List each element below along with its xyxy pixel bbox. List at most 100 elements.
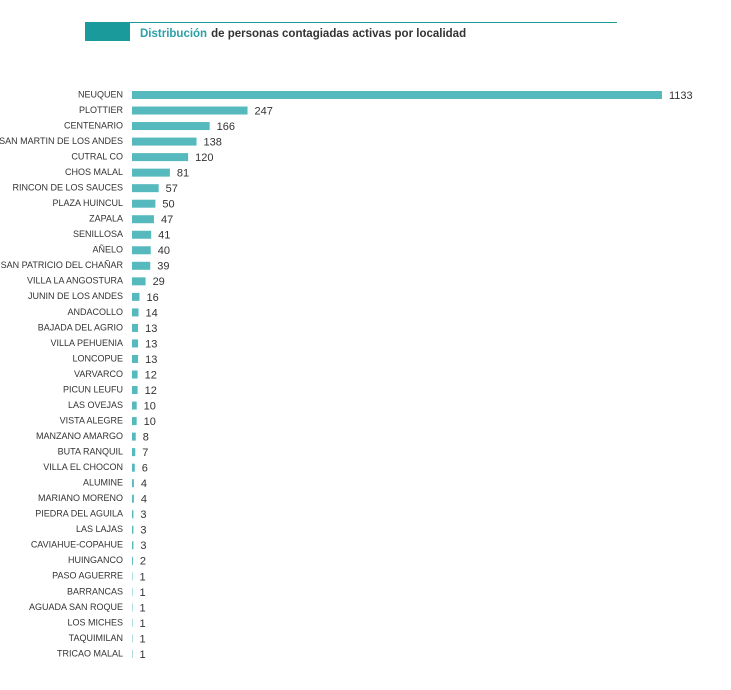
bar	[132, 495, 134, 503]
category-label: LAS LAJAS	[76, 524, 123, 534]
value-label: 16	[146, 292, 158, 304]
value-label: 81	[177, 168, 189, 180]
category-label: CAVIAHUE-COPAHUE	[31, 540, 123, 550]
value-label: 1	[139, 602, 145, 614]
category-label: VILLA PEHUENIA	[50, 338, 123, 348]
bar	[132, 262, 150, 270]
value-label: 39	[157, 261, 169, 273]
value-label: 13	[145, 338, 157, 350]
value-label: 12	[145, 385, 157, 397]
value-label: 13	[145, 323, 157, 335]
value-label: 166	[217, 121, 235, 133]
category-label: LOS MICHES	[67, 617, 123, 627]
bar	[132, 339, 138, 347]
value-label: 3	[140, 540, 146, 552]
value-label: 50	[162, 199, 174, 211]
bar	[132, 215, 154, 223]
category-label: JUNIN DE LOS ANDES	[28, 291, 123, 301]
category-label: MANZANO AMARGO	[36, 431, 123, 441]
bar	[132, 417, 137, 425]
value-label: 29	[153, 276, 165, 288]
value-label: 120	[195, 152, 213, 164]
category-label: TAQUIMILAN	[69, 633, 123, 643]
bar	[132, 433, 136, 441]
category-label: PIEDRA DEL AGUILA	[35, 509, 123, 519]
bar	[132, 510, 133, 518]
value-label: 40	[158, 245, 170, 257]
title-rest: de personas contagiadas activas por loca…	[211, 28, 466, 40]
bar	[132, 526, 133, 534]
category-label: MARIANO MORENO	[38, 493, 123, 503]
category-label: BUTA RANQUIL	[58, 447, 123, 457]
value-label: 14	[146, 307, 158, 319]
bar	[132, 541, 133, 549]
bar	[132, 107, 248, 115]
category-label: VARVARCO	[74, 369, 123, 379]
category-label: VILLA LA ANGOSTURA	[27, 276, 123, 286]
value-label: 10	[144, 400, 156, 412]
value-label: 1	[139, 587, 145, 599]
category-label: SAN MARTIN DE LOS ANDES	[0, 136, 123, 146]
value-label: 1133	[669, 90, 693, 102]
category-label: VISTA ALEGRE	[60, 415, 123, 425]
category-label: PASO AGUERRE	[52, 571, 123, 581]
category-label: AÑELO	[92, 245, 123, 255]
bar	[132, 277, 146, 285]
value-label: 3	[140, 525, 146, 537]
category-label: CHOS MALAL	[65, 167, 123, 177]
category-label: ANDACOLLO	[67, 307, 123, 317]
value-label: 4	[141, 494, 147, 506]
category-label: TRICAO MALAL	[57, 648, 123, 658]
category-label: SENILLOSA	[73, 229, 123, 239]
bar	[132, 200, 155, 208]
bar	[132, 448, 135, 456]
value-label: 138	[204, 136, 222, 148]
value-label: 8	[143, 432, 149, 444]
value-label: 1	[139, 618, 145, 630]
category-label: LONCOPUE	[72, 353, 123, 363]
value-label: 57	[166, 183, 178, 195]
value-label: 10	[144, 416, 156, 428]
category-label: VILLA EL CHOCON	[43, 462, 123, 472]
category-label: RINCON DE LOS SAUCES	[12, 183, 123, 193]
bar	[132, 386, 138, 394]
value-label: 12	[145, 369, 157, 381]
header-block	[85, 22, 130, 41]
value-label: 47	[161, 214, 173, 226]
category-label: CUTRAL CO	[71, 151, 123, 161]
bar	[132, 169, 170, 177]
bar	[132, 402, 137, 410]
category-label: BAJADA DEL AGRIO	[38, 322, 123, 332]
category-label: CENTENARIO	[64, 120, 123, 130]
category-label: PLAZA HUINCUL	[52, 198, 123, 208]
bar	[132, 153, 188, 161]
value-label: 6	[142, 463, 148, 475]
category-label: ALUMINE	[83, 478, 123, 488]
bar	[132, 231, 151, 239]
value-label: 13	[145, 354, 157, 366]
category-label: BARRANCAS	[67, 586, 123, 596]
value-label: 3	[140, 509, 146, 521]
value-label: 1	[139, 571, 145, 583]
bar	[132, 324, 138, 332]
category-label: PICUN LEUFU	[63, 384, 123, 394]
category-label: PLOTTIER	[79, 105, 124, 115]
category-label: AGUADA SAN ROQUE	[29, 602, 123, 612]
title-highlight: Distribución	[140, 28, 207, 40]
bar	[132, 246, 151, 254]
bar	[132, 138, 197, 146]
bar	[132, 184, 159, 192]
bar	[132, 371, 138, 379]
bar	[132, 308, 139, 316]
bar	[132, 293, 139, 301]
category-label: SAN PATRICIO DEL CHAÑAR	[1, 260, 124, 270]
bar	[132, 464, 135, 472]
bar	[132, 355, 138, 363]
bar	[132, 91, 662, 99]
category-label: HUINGANCO	[68, 555, 123, 565]
bar	[132, 557, 133, 565]
value-label: 1	[139, 649, 145, 661]
value-label: 2	[140, 556, 146, 568]
value-label: 247	[255, 105, 273, 117]
